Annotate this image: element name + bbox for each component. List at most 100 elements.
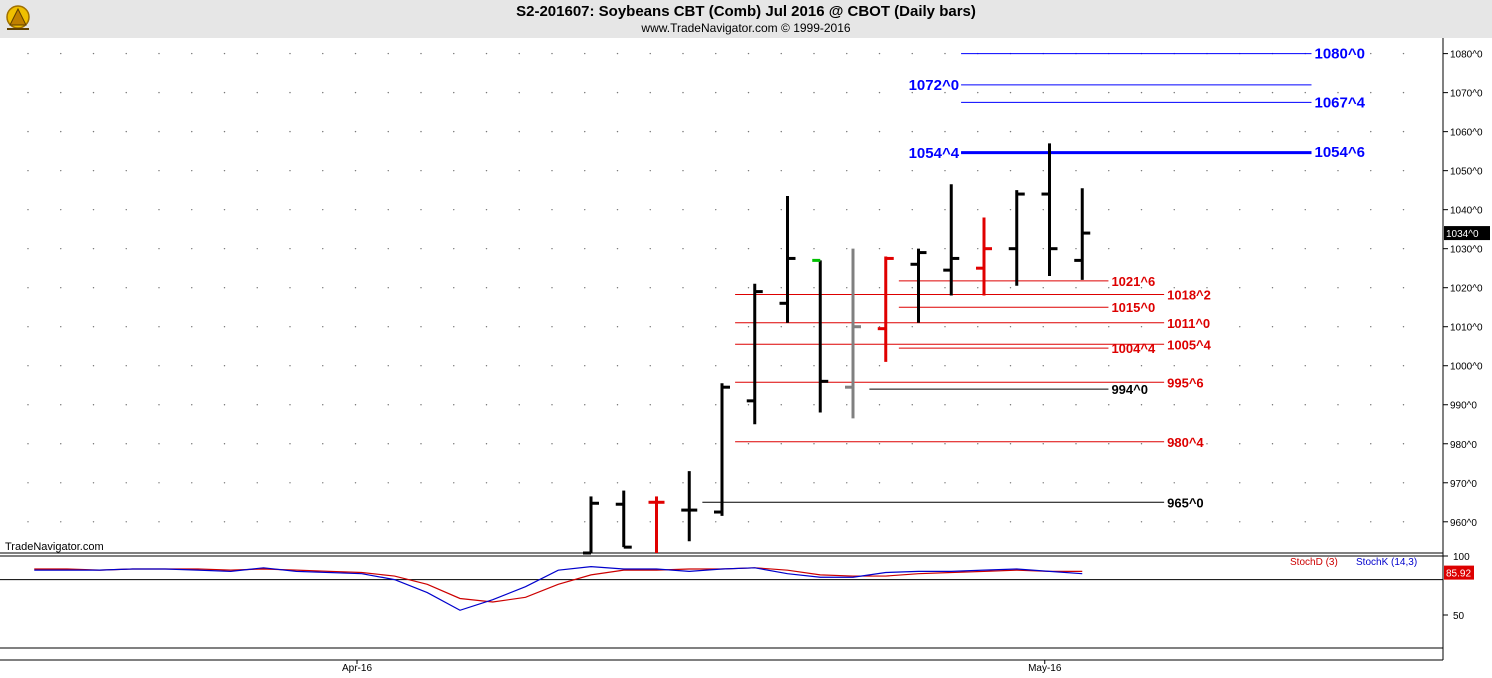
grid-dot [322, 91, 324, 94]
grid-dot [322, 169, 324, 172]
grid-dot [354, 521, 357, 523]
grid-dot [649, 482, 651, 484]
grid-dot [715, 52, 717, 55]
price-tick-label: 1070^0 [1450, 89, 1483, 100]
grid-dot [289, 169, 291, 172]
grid-dot [551, 52, 553, 55]
grid-dot [1271, 326, 1274, 328]
grid-dot [1140, 521, 1143, 523]
grid-dot [977, 521, 979, 523]
grid-dot [1239, 286, 1241, 289]
grid-dot [1271, 169, 1274, 172]
price-tick-label: 1000^0 [1450, 362, 1483, 373]
grid-dot [158, 326, 160, 328]
grid-dot [616, 169, 619, 172]
grid-dot [485, 404, 488, 406]
grid-dot [616, 286, 619, 289]
grid-dot [1173, 482, 1175, 484]
grid-dot [846, 326, 848, 328]
ohlc-bar[interactable] [746, 283, 763, 425]
grid-dot [878, 404, 881, 406]
ohlc-bar[interactable] [910, 248, 927, 323]
grid-dot [1370, 521, 1372, 523]
trade-navigator-logo-icon[interactable] [3, 3, 33, 38]
grid-dot [551, 169, 553, 172]
grid-dot [1206, 482, 1208, 484]
grid-dot [256, 326, 258, 328]
grid-dot [60, 208, 62, 211]
grid-dot [813, 91, 815, 94]
grid-dot [846, 404, 848, 406]
level-label: 1005^4 [1167, 337, 1212, 352]
grid-dot [682, 91, 684, 94]
grid-dot [1108, 521, 1110, 523]
grid-dot [1271, 91, 1274, 94]
ohlc-bar[interactable] [779, 196, 796, 323]
grid-dot [322, 247, 324, 250]
price-chart-area[interactable]: 960^0 970^0 980^0 990^0 1000^0 1010^0 1020^0 10… [0, 38, 1492, 678]
ohlc-bar[interactable] [1041, 143, 1058, 276]
grid-dot [289, 130, 291, 133]
grid-dot [125, 52, 127, 55]
grid-dot [27, 286, 29, 289]
ohlc-bar[interactable] [681, 471, 698, 542]
grid-dot [92, 169, 95, 172]
ohlc-bar[interactable] [845, 248, 861, 419]
level-label: 1021^6 [1111, 274, 1155, 289]
grid-dot [1370, 91, 1372, 94]
grid-dot [1009, 326, 1012, 328]
grid-dot [1206, 286, 1208, 289]
grid-dot [944, 404, 946, 406]
grid-dot [584, 443, 586, 445]
last-price-label: 1034^0 [1446, 229, 1479, 240]
ohlc-bar[interactable] [976, 217, 992, 296]
ohlc-bar[interactable] [583, 496, 599, 555]
ohlc-bar[interactable] [943, 184, 960, 296]
ohlc-bar[interactable] [648, 496, 665, 553]
grid-dot [911, 404, 913, 406]
grid-dot [453, 286, 455, 289]
price-tick-label: 1020^0 [1450, 284, 1483, 295]
grid-dot [846, 130, 848, 133]
grid-dot [682, 443, 684, 445]
grid-dot [1370, 286, 1372, 289]
grid-dot [387, 130, 389, 133]
price-tick-label: 960^0 [1450, 518, 1477, 529]
grid-dot [584, 91, 586, 94]
grid-dot [420, 208, 422, 211]
grid-dot [551, 482, 553, 484]
ohlc-bar[interactable] [1074, 188, 1091, 280]
grid-dot [92, 326, 95, 328]
grid-dot [1370, 169, 1372, 172]
grid-dot [387, 91, 389, 94]
ohlc-bar[interactable] [714, 383, 730, 516]
ohlc-bar[interactable] [812, 258, 829, 413]
grid-dot [158, 208, 160, 211]
ohlc-bar[interactable] [1008, 190, 1025, 286]
grid-dot [649, 169, 651, 172]
grid-dot [289, 286, 291, 289]
grid-dot [1239, 326, 1241, 328]
grid-dot [387, 169, 389, 172]
grid-dot [649, 326, 651, 328]
level-label: 1080^0 [1315, 46, 1365, 63]
grid-dot [649, 404, 651, 406]
ohlc-bar[interactable] [615, 490, 632, 549]
ohlc-bar[interactable] [877, 256, 894, 362]
grid-dot [191, 365, 193, 367]
grid-dot [1271, 286, 1274, 289]
price-tick-label: 1030^0 [1450, 245, 1483, 256]
grid-dot [846, 91, 848, 94]
grid-dot [911, 286, 913, 289]
grid-dot [715, 286, 717, 289]
grid-dot [813, 326, 815, 328]
grid-dot [715, 247, 717, 250]
grid-dot [780, 169, 782, 172]
level-label: 1054^6 [1315, 144, 1365, 161]
grid-dot [1239, 404, 1241, 406]
grid-dot [191, 169, 193, 172]
grid-dot [60, 130, 62, 133]
grid-dot [1108, 326, 1110, 328]
grid-dot [1337, 247, 1339, 250]
grid-dot [1009, 404, 1012, 406]
